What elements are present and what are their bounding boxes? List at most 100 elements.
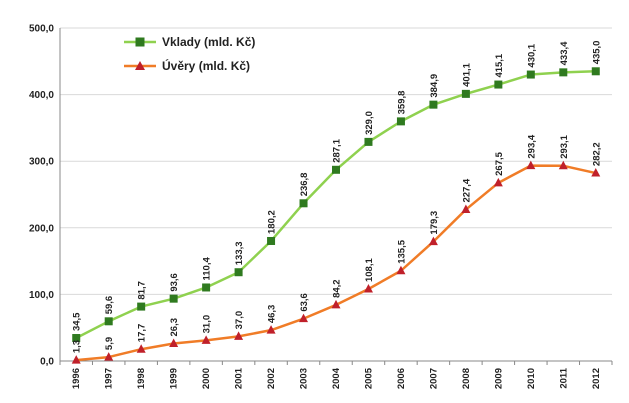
data-point-vklady: [332, 165, 340, 174]
data-label-vklady: 59,6: [104, 296, 115, 315]
legend-label-vklady: Vklady (mld. Kč): [162, 35, 255, 49]
data-point-vklady: [591, 67, 600, 76]
y-tick-label: 100,0: [29, 290, 54, 301]
y-tick-label: 300,0: [29, 157, 54, 168]
data-label-uvery: 267,5: [494, 151, 505, 175]
x-tick-label: 2008: [461, 368, 472, 389]
data-label-uvery: 84,2: [332, 279, 343, 298]
data-label-vklady: 93,6: [169, 273, 180, 292]
axes: [59, 28, 613, 365]
data-label-vklady: 133,3: [234, 241, 245, 265]
x-tick-label: 2004: [331, 367, 342, 389]
grid-lines: [60, 27, 612, 295]
data-label-vklady: 435,0: [591, 41, 602, 65]
data-point-uvery: [299, 313, 309, 323]
data-label-uvery: 135,5: [396, 239, 407, 263]
x-tick-label: 2009: [493, 368, 504, 389]
data-point-vklady: [267, 236, 276, 245]
data-point-uvery: [169, 338, 179, 347]
x-tick-label: 2011: [558, 367, 569, 388]
data-label-uvery: 282,2: [591, 142, 602, 166]
data-label-vklady: 110,4: [202, 257, 213, 281]
data-point-uvery: [234, 331, 244, 340]
x-tick-label: 2010: [526, 368, 537, 389]
legend-item-uvery: Úvěry (mld. Kč): [124, 58, 250, 73]
legend-item-vklady: Vklady (mld. Kč): [124, 35, 255, 49]
data-label-uvery: 26,3: [169, 318, 180, 337]
x-tick-label: 2006: [396, 368, 407, 389]
data-label-uvery: 1,3: [72, 340, 83, 353]
data-point-vklady: [526, 70, 535, 79]
x-tick-label: 1998: [136, 368, 147, 389]
data-point-vklady: [429, 100, 438, 109]
legend-label-uvery: Úvěry (mld. Kč): [162, 58, 250, 73]
data-point-uvery: [136, 344, 146, 353]
x-tick-label: 1996: [71, 368, 82, 389]
legend-marker-vklady: [135, 37, 145, 47]
x-tick-label: 2001: [234, 367, 245, 389]
data-label-vklady: 384,9: [429, 74, 440, 98]
data-label-uvery: 17,7: [137, 324, 148, 343]
data-label-uvery: 31,0: [202, 315, 213, 334]
data-point-vklady: [364, 137, 373, 146]
legend: Vklady (mld. Kč) Úvěry (mld. Kč): [124, 35, 255, 73]
data-point-uvery: [363, 284, 373, 293]
data-point-uvery: [104, 352, 114, 361]
data-point-vklady: [104, 317, 113, 326]
data-point-uvery: [331, 299, 341, 309]
data-point-vklady: [494, 80, 503, 89]
data-point-uvery: [591, 168, 601, 177]
x-tick-label: 2005: [363, 367, 374, 389]
data-label-uvery: 179,3: [429, 211, 440, 235]
data-point-uvery: [461, 204, 471, 214]
y-tick-label: 500,0: [29, 24, 54, 35]
data-point-vklady: [137, 302, 146, 311]
y-tick-label: 0,0: [40, 357, 54, 368]
data-point-vklady: [169, 294, 178, 303]
data-label-uvery: 46,3: [267, 305, 278, 324]
data-point-uvery: [201, 335, 211, 344]
series-line-uvery: [76, 164, 597, 362]
data-point-vklady: [461, 89, 470, 98]
legend-marker-uvery: [135, 61, 145, 70]
data-label-uvery: 227,4: [461, 178, 472, 202]
data-point-uvery: [428, 236, 438, 246]
data-label-vklady: 433,4: [559, 41, 570, 65]
data-point-vklady: [396, 117, 405, 126]
x-tick-label: 2012: [591, 368, 602, 389]
x-tick-label: 2002: [266, 368, 277, 389]
data-point-uvery: [266, 325, 276, 334]
data-label-uvery: 108,1: [364, 258, 375, 282]
data-label-vklady: 359,8: [396, 91, 407, 115]
data-point-vklady: [72, 334, 81, 343]
x-tick-label: 2000: [201, 368, 212, 389]
data-label-uvery: 5,9: [104, 337, 115, 350]
series-markers: [71, 67, 601, 364]
data-point-vklady: [202, 283, 211, 292]
data-label-vklady: 415,1: [494, 53, 505, 77]
data-point-uvery: [396, 265, 406, 275]
x-tick-label: 2003: [299, 368, 310, 389]
data-label-vklady: 34,5: [72, 312, 83, 331]
data-label-uvery: 63,6: [299, 293, 310, 312]
data-label-vklady: 81,7: [137, 281, 148, 300]
y-tick-label: 200,0: [29, 223, 54, 234]
data-label-vklady: 401,1: [461, 62, 472, 86]
data-point-vklady: [299, 199, 308, 208]
data-label-vklady: 236,8: [299, 173, 310, 197]
y-tick-label: 400,0: [29, 90, 54, 101]
data-label-vklady: 329,0: [364, 111, 375, 135]
data-point-vklady: [234, 268, 243, 277]
data-label-uvery: 293,4: [526, 134, 537, 158]
data-point-uvery: [526, 160, 536, 170]
data-label-vklady: 287,1: [332, 138, 343, 162]
x-tick-label: 1997: [104, 368, 115, 389]
y-tick-labels: 0,0 100,0 200,0 300,0 400,0 500,0: [29, 24, 54, 368]
x-tick-labels: 1996 1997 1998 1999 2000 2001 2002 2003 2004 2005…: [71, 367, 602, 389]
data-point-uvery: [71, 355, 81, 364]
data-point-uvery: [558, 160, 568, 170]
x-tick-label: 2007: [428, 368, 439, 389]
data-point-uvery: [493, 177, 503, 187]
data-labels: 34,5 59,6 81,7 93,6 110,4 133,3 180,2 236,8 287,…: [72, 41, 603, 354]
